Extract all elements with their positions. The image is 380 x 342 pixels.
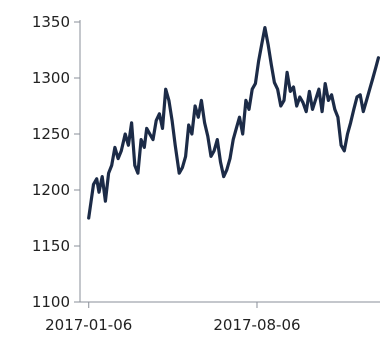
x-axis: 2017-01-06 2017-08-06 bbox=[45, 301, 380, 334]
y-tick-label: 1200 bbox=[32, 181, 70, 199]
y-tick-label: 1350 bbox=[32, 13, 70, 31]
y-axis: 1100 1150 1200 1250 1300 1350 bbox=[32, 13, 81, 311]
x-tick-label: 2017-01-06 bbox=[45, 316, 132, 334]
y-tick-label: 1100 bbox=[32, 293, 70, 311]
series-layer bbox=[87, 26, 380, 220]
y-tick-label: 1300 bbox=[32, 69, 70, 87]
series-line bbox=[87, 26, 380, 220]
y-tick-label: 1150 bbox=[32, 237, 70, 255]
y-tick-label: 1250 bbox=[32, 125, 70, 143]
x-tick-label: 2017-08-06 bbox=[213, 316, 300, 334]
